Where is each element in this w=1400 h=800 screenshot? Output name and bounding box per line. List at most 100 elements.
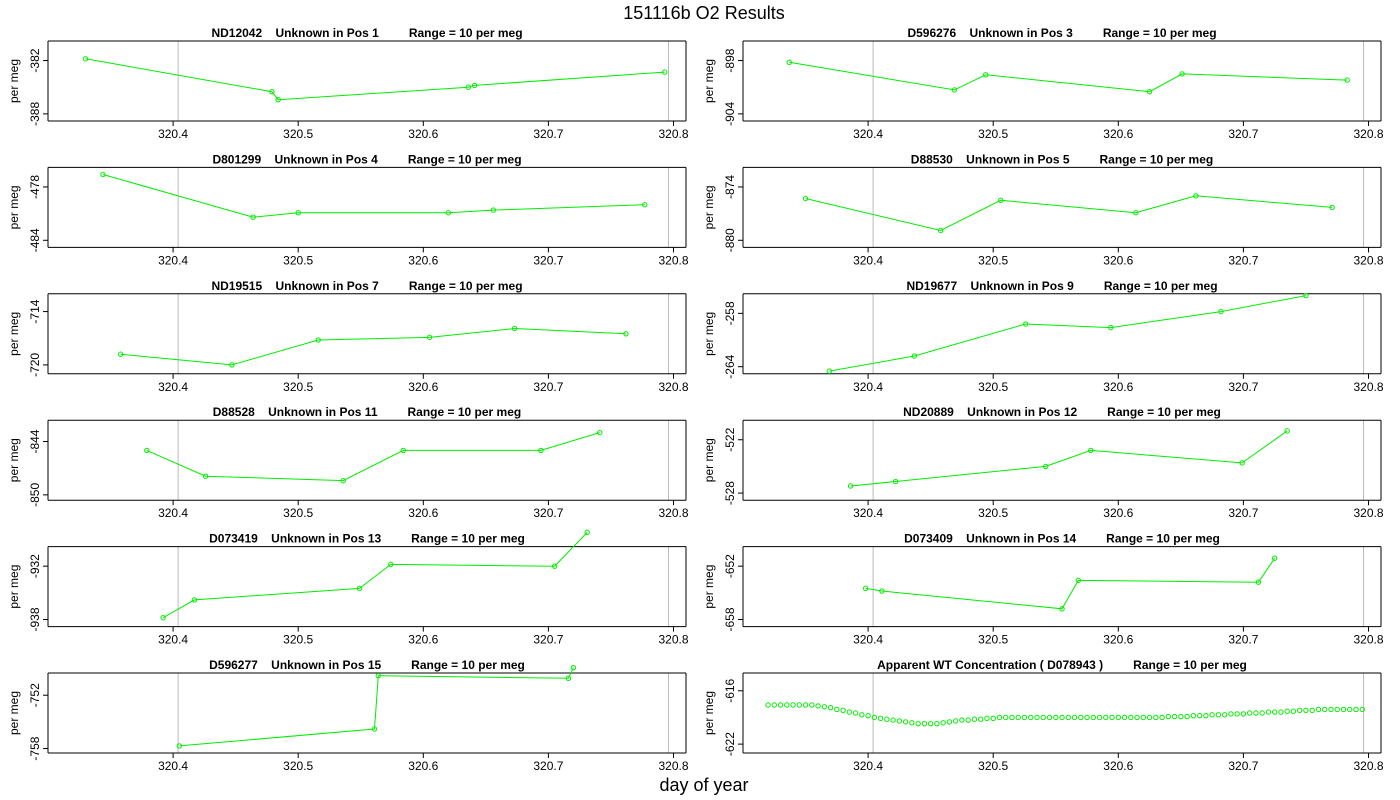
y-tick-label: -880 (723, 228, 737, 252)
data-point (959, 717, 965, 723)
data-point (1284, 428, 1290, 434)
x-tick-label: 320.5 (978, 380, 1008, 394)
data-point (1034, 714, 1040, 721)
data-point (871, 714, 878, 721)
data-point (1193, 193, 1199, 199)
chart-panel-3: D801299 Unknown in Pos 4 Range = 10 per … (7, 152, 689, 267)
x-tick-label: 320.4 (158, 380, 188, 394)
data-point (1103, 714, 1109, 721)
data-point (275, 96, 281, 103)
data-point (570, 664, 577, 671)
data-point (952, 718, 959, 724)
data-point (1046, 714, 1053, 721)
x-tick-label: 320.4 (853, 633, 883, 647)
data-point (375, 672, 381, 679)
x-tick-label: 320.4 (158, 127, 188, 141)
x-tick-label: 320.8 (1353, 506, 1383, 520)
x-tick-label: 320.5 (283, 759, 313, 773)
x-tick-label: 320.4 (158, 633, 188, 647)
x-tick-label: 320.5 (978, 633, 1008, 647)
data-point (1315, 706, 1322, 713)
x-tick-label: 320.4 (158, 759, 188, 773)
y-tick-label: -932 (28, 554, 42, 578)
x-tick-label: 320.6 (1103, 633, 1133, 647)
panel-title: Apparent WT Concentration ( D078943 ) Ra… (877, 658, 1247, 672)
chart-panel-2: D596276 Unknown in Pos 3 Range = 10 per … (702, 26, 1384, 141)
x-tick-label: 320.8 (1353, 633, 1383, 647)
y-axis-label: per meg (7, 438, 21, 482)
x-tick-label: 320.8 (658, 633, 688, 647)
data-point (1133, 210, 1139, 216)
series-line (120, 327, 627, 366)
data-point (911, 353, 918, 359)
panel-title: D801299 Unknown in Pos 4 Range = 10 per … (212, 152, 521, 166)
y-tick-label: -938 (28, 607, 42, 631)
data-point (1184, 713, 1190, 720)
data-point (951, 87, 958, 93)
data-point (915, 720, 921, 727)
data-point (1246, 710, 1253, 716)
data-point (1059, 606, 1065, 612)
data-point (862, 585, 869, 592)
chart-panel-11: D596277 Unknown in Pos 15 Range = 10 per… (7, 658, 689, 773)
x-axis-label: day of year (659, 775, 748, 795)
data-point (826, 368, 833, 374)
x-tick-label: 320.7 (1228, 633, 1258, 647)
x-tick-label: 320.5 (283, 253, 313, 267)
data-point (784, 702, 790, 708)
data-point (921, 720, 928, 727)
data-point (984, 715, 990, 722)
data-point (1278, 709, 1284, 715)
data-point (1040, 714, 1046, 721)
data-point (1322, 706, 1328, 713)
y-tick-label: -522 (723, 427, 737, 451)
data-point (100, 171, 106, 178)
data-point (623, 331, 629, 337)
y-axis-label: per meg (7, 312, 21, 356)
data-point (1059, 714, 1065, 721)
data-point (551, 563, 558, 569)
x-tick-label: 320.5 (283, 506, 313, 520)
data-point (1084, 714, 1090, 721)
data-point (250, 214, 256, 220)
chart-panel-4: D88530 Unknown in Pos 5 Range = 10 per m… (702, 152, 1384, 267)
data-point (1259, 710, 1265, 716)
x-tick-label: 320.6 (1103, 127, 1133, 141)
data-point (1309, 707, 1315, 714)
series-line (162, 532, 588, 619)
data-point (1134, 714, 1140, 721)
data-point (934, 720, 940, 727)
data-point (865, 712, 871, 719)
data-point (1065, 714, 1071, 721)
data-point (1128, 714, 1134, 721)
data-point (1146, 88, 1153, 95)
x-tick-label: 320.4 (853, 506, 883, 520)
y-tick-label: -478 (28, 175, 42, 199)
y-tick-label: -528 (723, 481, 737, 505)
x-tick-label: 320.5 (978, 253, 1008, 267)
data-point (802, 195, 809, 202)
data-point (1271, 709, 1278, 715)
data-point (790, 702, 796, 708)
data-point (229, 362, 235, 368)
data-point (1253, 710, 1259, 716)
series-line (865, 557, 1276, 610)
x-tick-label: 320.7 (1228, 759, 1258, 773)
data-point (927, 720, 934, 727)
data-point (1218, 308, 1224, 315)
x-tick-label: 320.4 (158, 506, 188, 520)
data-point (1271, 555, 1278, 561)
data-point (937, 227, 944, 234)
x-tick-label: 320.6 (408, 253, 438, 267)
data-point (821, 704, 828, 710)
chart-panel-5: ND19515 Unknown in Pos 7 Range = 10 per … (7, 279, 689, 394)
data-point (1096, 714, 1103, 721)
data-point (426, 334, 433, 341)
figure-title: 151116b O2 Results (623, 3, 784, 23)
data-point (1108, 324, 1114, 331)
data-point (1088, 447, 1094, 454)
x-tick-label: 320.4 (853, 759, 883, 773)
x-tick-label: 320.6 (1103, 506, 1133, 520)
data-point (340, 477, 346, 484)
